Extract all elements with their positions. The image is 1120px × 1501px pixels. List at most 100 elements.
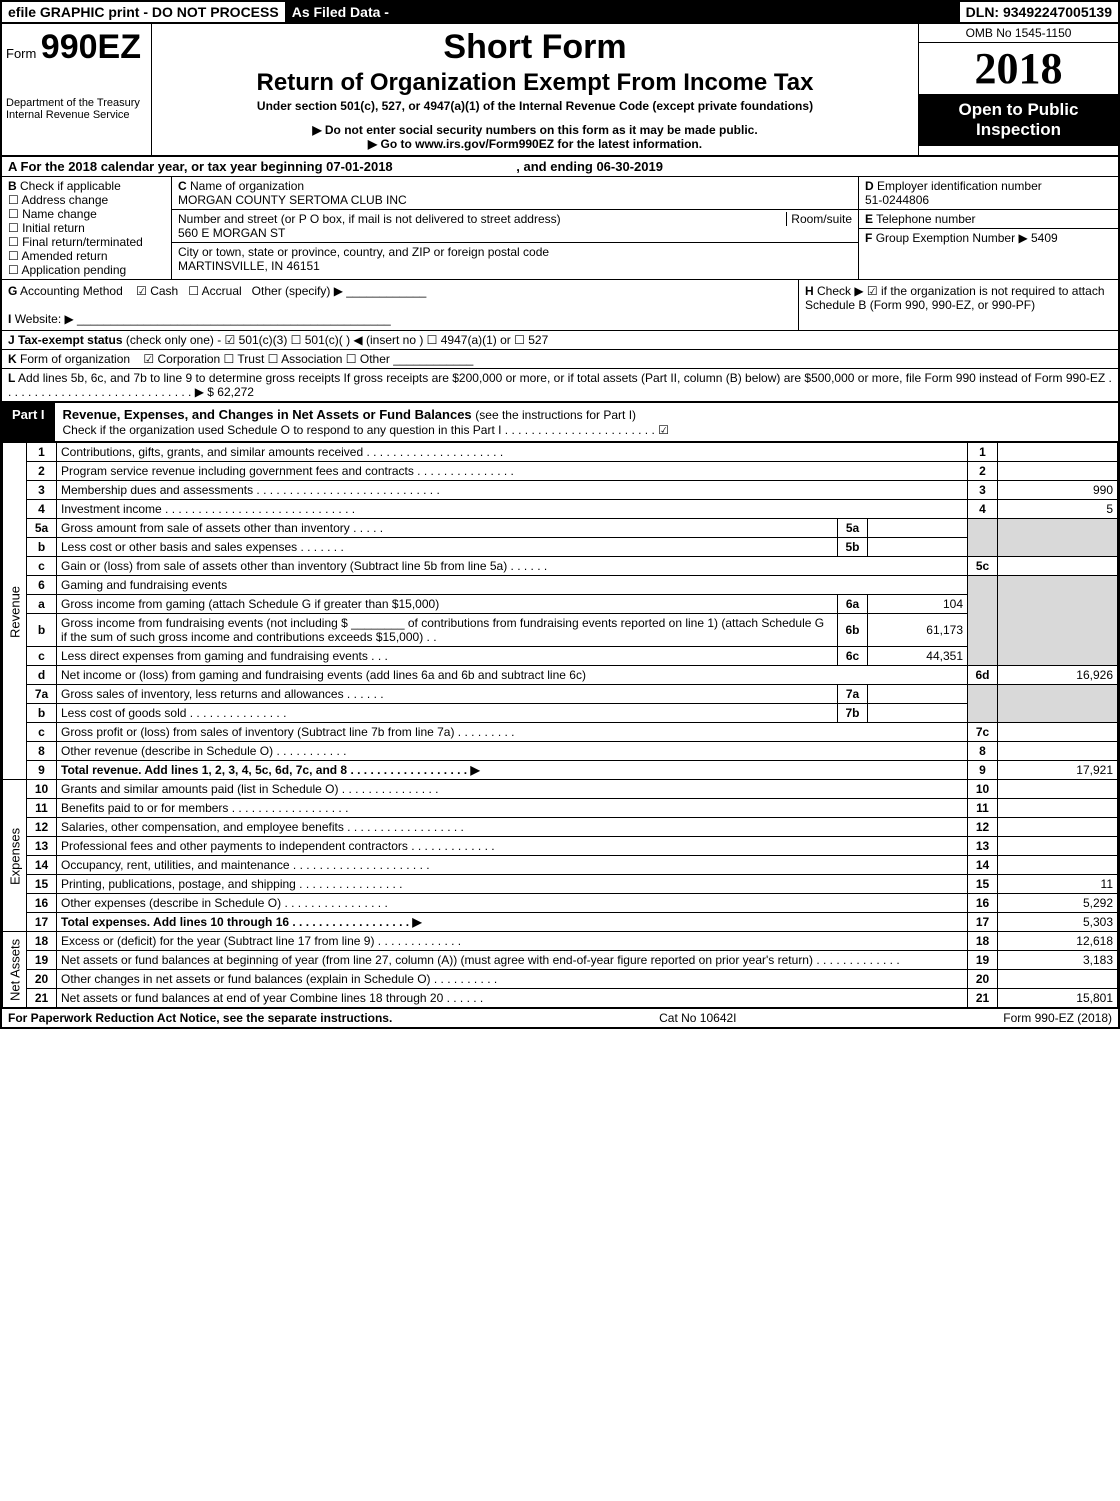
line-12-desc: Salaries, other compensation, and employ… [57, 818, 968, 837]
city-state-zip: MARTINSVILLE, IN 46151 [178, 259, 320, 273]
line-7b-boxlbl: 7b [838, 704, 868, 723]
shade-5 [968, 519, 998, 557]
shade-7v [998, 685, 1118, 723]
chk-application-pending[interactable]: Application pending [8, 263, 126, 277]
line-10-num: 10 [27, 780, 57, 799]
g-col: G Accounting Method ☑ Cash ☐ Accrual Oth… [2, 280, 798, 330]
g-accrual[interactable]: Accrual [202, 284, 242, 298]
line-17-num: 17 [27, 913, 57, 932]
page-footer: For Paperwork Reduction Act Notice, see … [2, 1008, 1118, 1027]
line-4-val: 5 [998, 500, 1118, 519]
ein-value: 51-0244806 [865, 193, 929, 207]
line-8-rtlbl: 8 [968, 742, 998, 761]
line-5a-boxlbl: 5a [838, 519, 868, 538]
dept-label: Department of the Treasury [6, 97, 147, 109]
line-6d-desc: Net income or (loss) from gaming and fun… [57, 666, 968, 685]
line-13-num: 13 [27, 837, 57, 856]
line-9-desc: Total revenue. Add lines 1, 2, 3, 4, 5c,… [57, 761, 968, 780]
ssn-notice: Do not enter social security numbers on … [160, 123, 910, 137]
line-20-num: 20 [27, 970, 57, 989]
chk-initial-return[interactable]: Initial return [8, 221, 85, 235]
line-16-num: 16 [27, 894, 57, 913]
line-10-rtlbl: 10 [968, 780, 998, 799]
line-6c-desc: Less direct expenses from gaming and fun… [57, 647, 838, 666]
line-6a-boxlbl: 6a [838, 595, 868, 614]
form-prefix: Form [6, 46, 36, 61]
phone-row: E Telephone number [859, 210, 1118, 229]
chk-name-change[interactable]: Name change [8, 207, 97, 221]
line-7a-num: 7a [27, 685, 57, 704]
line-20-desc: Other changes in net assets or fund bala… [57, 970, 968, 989]
line-11-val [998, 799, 1118, 818]
line-1-num: 1 [27, 443, 57, 462]
g-other[interactable]: Other (specify) ▶ [252, 284, 343, 298]
line-7c-desc: Gross profit or (loss) from sales of inv… [57, 723, 968, 742]
footer-mid: Cat No 10642I [659, 1011, 736, 1025]
line-4-num: 4 [27, 500, 57, 519]
part-1-tag: Part I [2, 403, 55, 441]
line-21-desc: Net assets or fund balances at end of ye… [57, 989, 968, 1008]
line-6-num: 6 [27, 576, 57, 595]
line-11-num: 11 [27, 799, 57, 818]
line-5c-num: c [27, 557, 57, 576]
line-10-val [998, 780, 1118, 799]
line-14-num: 14 [27, 856, 57, 875]
line-17-rtlbl: 17 [968, 913, 998, 932]
b-label: Check if applicable [20, 179, 121, 193]
line-19-num: 19 [27, 951, 57, 970]
line-6a-num: a [27, 595, 57, 614]
line-6-desc: Gaming and fundraising events [57, 576, 968, 595]
line-10-desc: Grants and similar amounts paid (list in… [57, 780, 968, 799]
line-1-val [998, 443, 1118, 462]
omb-number: OMB No 1545-1150 [919, 24, 1118, 43]
line-16-val: 5,292 [998, 894, 1118, 913]
expenses-section-label: Expenses [3, 780, 27, 932]
k-line: K Form of organization ☑ Corporation ☐ T… [2, 350, 1118, 369]
line-4-desc: Investment income . . . . . . . . . . . … [57, 500, 968, 519]
line-7a-boxlbl: 7a [838, 685, 868, 704]
line-19-desc: Net assets or fund balances at beginning… [57, 951, 968, 970]
shade-6v [998, 576, 1118, 666]
line-6c-num: c [27, 647, 57, 666]
chk-address-change[interactable]: Address change [8, 193, 108, 207]
line-21-num: 21 [27, 989, 57, 1008]
line-5b-boxval [868, 538, 968, 557]
section-a: A For the 2018 calendar year, or tax yea… [2, 157, 1118, 177]
g-h-row: G Accounting Method ☑ Cash ☐ Accrual Oth… [2, 280, 1118, 331]
right-header-box: OMB No 1545-1150 2018 Open to Public Ins… [918, 24, 1118, 155]
line-2-num: 2 [27, 462, 57, 481]
shade-6 [968, 576, 998, 666]
line-12-num: 12 [27, 818, 57, 837]
part-1-check: Check if the organization used Schedule … [63, 423, 669, 437]
line-1-desc: Contributions, gifts, grants, and simila… [57, 443, 968, 462]
shade-5v [998, 519, 1118, 557]
part-1-header: Part I Revenue, Expenses, and Changes in… [2, 401, 1118, 442]
line-14-desc: Occupancy, rent, utilities, and maintena… [57, 856, 968, 875]
d-label: Employer identification number [877, 179, 1042, 193]
line-7c-val [998, 723, 1118, 742]
h-col: H Check ▶ ☑ if the organization is not r… [798, 280, 1118, 330]
open-inspection: Open to Public Inspection [919, 94, 1118, 146]
line-6b-boxval: 61,173 [868, 614, 968, 647]
chk-amended-return[interactable]: Amended return [8, 249, 108, 263]
chk-final-return[interactable]: Final return/terminated [8, 235, 143, 249]
col-def: D Employer identification number 51-0244… [858, 177, 1118, 279]
addr-label: Number and street (or P O box, if mail i… [178, 212, 561, 226]
line-6a-boxval: 104 [868, 595, 968, 614]
g-cash[interactable]: Cash [150, 284, 178, 298]
line-20-rtlbl: 20 [968, 970, 998, 989]
short-form-title: Short Form [160, 28, 910, 67]
line-9-rtlbl: 9 [968, 761, 998, 780]
as-filed-label: As Filed Data - [286, 2, 396, 22]
top-bar: efile GRAPHIC print - DO NOT PROCESS As … [2, 2, 1118, 24]
col-b: B Check if applicable Address change Nam… [2, 177, 172, 279]
revenue-section-label: Revenue [3, 443, 27, 780]
line-6d-val: 16,926 [998, 666, 1118, 685]
line-6b-num: b [27, 614, 57, 647]
street-address: 560 E MORGAN ST [178, 226, 285, 240]
line-13-desc: Professional fees and other payments to … [57, 837, 968, 856]
k-text: ☑ Corporation ☐ Trust ☐ Association ☐ Ot… [143, 352, 389, 366]
line-13-val [998, 837, 1118, 856]
line-21-rtlbl: 21 [968, 989, 998, 1008]
line-6d-rtlbl: 6d [968, 666, 998, 685]
